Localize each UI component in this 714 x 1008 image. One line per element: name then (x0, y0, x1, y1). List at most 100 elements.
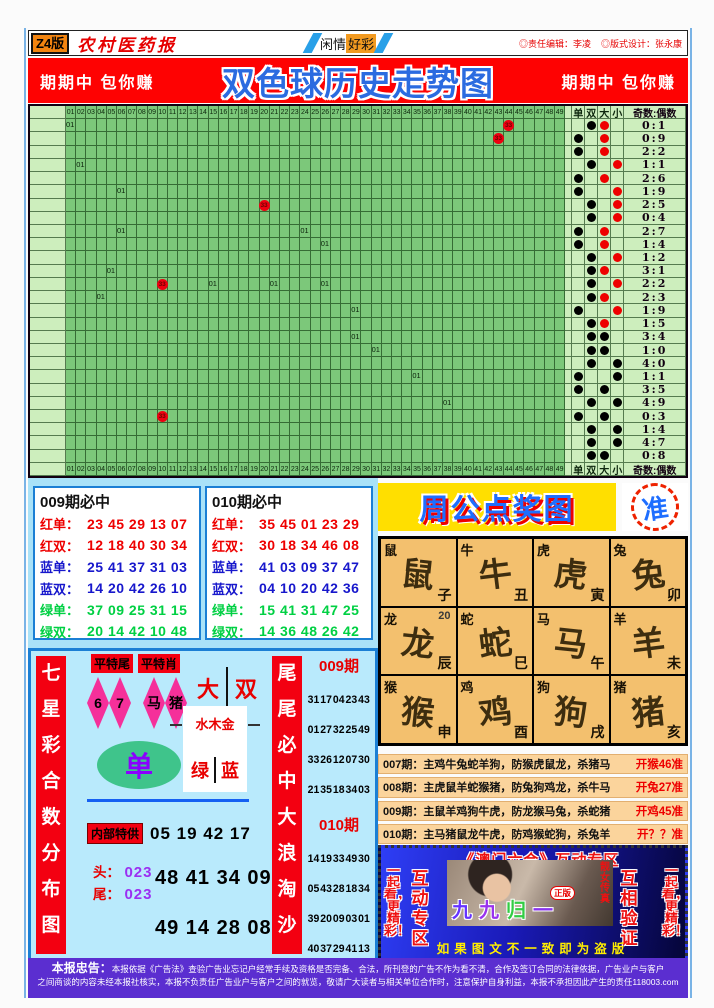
column-header: 07 (127, 106, 138, 120)
column-header: 03 (86, 462, 97, 477)
number-cell (96, 383, 107, 397)
black-dot-icon (586, 279, 596, 289)
number-cell (524, 224, 535, 239)
red-ball-icon: 33 (258, 199, 270, 211)
number-cell (229, 330, 240, 344)
number-cell (106, 211, 117, 225)
gap-cell (565, 211, 573, 225)
number-cell (86, 185, 97, 199)
column-header: 41 (473, 462, 484, 477)
number-cell (76, 423, 87, 437)
number-cell (473, 251, 484, 265)
number-cell (259, 145, 270, 159)
number-cell (493, 198, 505, 212)
number-cell (188, 317, 199, 331)
number-cell (483, 370, 494, 384)
number-cell (157, 449, 168, 463)
blue-label: 蓝 (221, 761, 239, 781)
number-cell (534, 330, 545, 344)
number-cell (290, 304, 301, 318)
number-cell (208, 291, 219, 305)
miss-mark: 01 (412, 371, 421, 381)
number-cell (442, 383, 454, 397)
double-label: 双 (235, 677, 258, 702)
number-cell (555, 449, 566, 463)
number-cell (157, 370, 168, 384)
number-cell (96, 436, 107, 450)
number-cell (534, 436, 545, 450)
number-cell (229, 370, 240, 384)
red-dot-icon (599, 173, 609, 183)
number-cell (351, 238, 362, 252)
number-cell (504, 317, 515, 331)
number-cell (432, 198, 443, 212)
number-cell (412, 410, 423, 424)
number-cell (453, 410, 464, 424)
number-cell (218, 264, 229, 278)
number-cell (473, 211, 484, 225)
number-cell (534, 396, 545, 411)
number-cell (137, 277, 148, 292)
number-cell (300, 436, 311, 450)
number-cell (555, 158, 566, 173)
column-header: 46 (524, 462, 535, 477)
number-cell (116, 423, 128, 437)
number-cell (524, 277, 535, 292)
number-cell (412, 238, 423, 252)
head-value: 023 (124, 864, 153, 881)
number-cell (279, 423, 291, 437)
number-cell (412, 277, 423, 292)
number-cell (432, 211, 443, 225)
number-cell (208, 224, 219, 239)
number-cell (198, 410, 209, 424)
number-cell (239, 211, 250, 225)
number-cell (86, 172, 97, 186)
number-cell (422, 238, 433, 252)
number-cell (167, 304, 179, 318)
number-cell (320, 185, 331, 199)
number-cell (361, 304, 372, 318)
number-cell (463, 304, 474, 318)
number-cell (371, 436, 382, 450)
number-cell (86, 357, 97, 371)
column-header: 26 (320, 106, 331, 120)
miss-mark: 01 (116, 186, 126, 196)
number-cell (473, 185, 484, 199)
number-cell (229, 304, 240, 318)
number-cell (86, 291, 97, 305)
dot-cell (585, 317, 599, 331)
aomen-slogan-right-outer: 一起看，更精彩！ (662, 863, 689, 938)
number-cell (361, 132, 372, 146)
credits: ◎责任编辑：李凌 ◎版式设计：张永康 (519, 37, 682, 50)
number-cell (371, 132, 382, 146)
number-cell (106, 238, 117, 252)
number-cell (463, 211, 474, 225)
number-cell (279, 330, 291, 344)
number-cell (422, 317, 433, 331)
number-cell (157, 383, 168, 397)
tip-row: 010期：主马猪鼠龙牛虎，防鸡猴蛇狗，杀兔羊 开？？准 (378, 823, 688, 844)
number-cell (432, 330, 443, 344)
number-cell (381, 304, 392, 318)
prediction-label: 红双： (40, 538, 80, 554)
number-cell (208, 145, 219, 159)
number-cell (504, 277, 515, 292)
number-cell (290, 343, 301, 358)
number-cell (229, 396, 240, 411)
number-cell (412, 317, 423, 331)
black-dot-icon (586, 451, 596, 461)
number-cell (106, 251, 117, 265)
number-cell (239, 198, 250, 212)
number-cell (269, 410, 280, 424)
number-cell (381, 251, 392, 265)
number-cell (392, 158, 403, 173)
number-cell (249, 291, 260, 305)
dot-cell (611, 436, 625, 450)
number-cell (76, 277, 87, 292)
black-dot-icon (573, 226, 583, 236)
number-cell (555, 383, 566, 397)
number-cell (310, 423, 321, 437)
number-cell (229, 145, 240, 159)
dot-cell (572, 224, 586, 239)
number-cell (392, 396, 403, 411)
